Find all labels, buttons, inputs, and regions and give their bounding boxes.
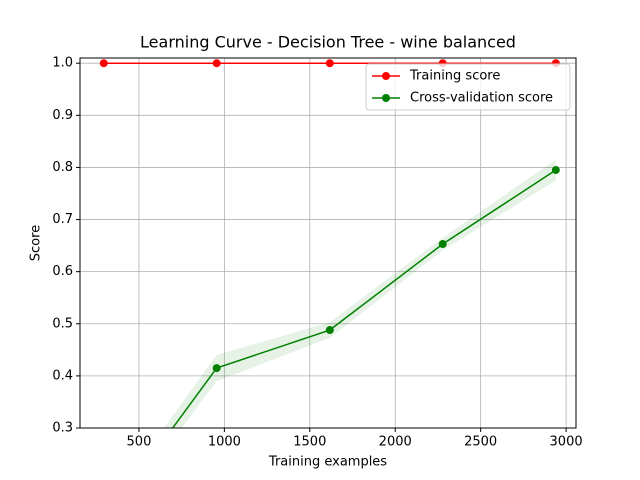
point xyxy=(551,166,560,175)
x-tick-label: 2500 xyxy=(464,435,497,450)
legend-marker xyxy=(382,94,390,102)
x-axis-label: Training examples xyxy=(268,455,387,470)
y-tick-label: 0.8 xyxy=(52,160,73,175)
legend-label: Cross-validation score xyxy=(410,91,553,106)
legend-marker xyxy=(382,72,390,80)
point xyxy=(438,240,447,249)
point xyxy=(212,364,221,373)
y-tick-label: 0.4 xyxy=(52,368,73,383)
point xyxy=(325,326,334,335)
plot-area xyxy=(80,58,576,428)
x-tick-label: 1500 xyxy=(293,435,326,450)
point xyxy=(212,59,221,68)
x-tick-label: 500 xyxy=(127,435,152,450)
y-tick-label: 1.0 xyxy=(52,56,73,71)
chart-title: Learning Curve - Decision Tree - wine ba… xyxy=(140,33,516,52)
y-tick-label: 0.6 xyxy=(52,264,73,279)
x-tick-label: 3000 xyxy=(550,435,583,450)
std-band xyxy=(163,159,556,428)
y-tick-label: 0.3 xyxy=(52,421,73,436)
point xyxy=(99,59,108,68)
legend-label: Training score xyxy=(409,69,500,84)
y-tick-label: 0.5 xyxy=(52,316,73,331)
y-tick-label: 0.7 xyxy=(52,212,73,227)
point xyxy=(325,59,334,68)
overlay: 500 1000 1500 2000 2500 3000 0.3 0.4 0.5 0.6 0.7 0.… xyxy=(52,56,582,450)
plot-frame xyxy=(79,57,577,429)
y-tick-label: 0.9 xyxy=(52,108,73,123)
legend-box xyxy=(365,63,571,111)
x-tick-label: 1000 xyxy=(208,435,241,450)
y-axis-label: Score xyxy=(29,225,44,261)
x-tick-label: 2000 xyxy=(379,435,412,450)
